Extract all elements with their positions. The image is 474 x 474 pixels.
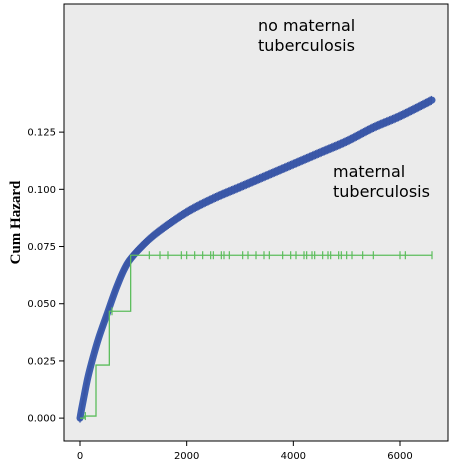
y-axis: 0.000 0.025 0.050 0.075 0.100 0.125 xyxy=(27,128,64,425)
y-tick-label: 0.125 xyxy=(27,128,56,139)
x-axis: 0 2000 4000 6000 xyxy=(77,441,413,462)
plot-area xyxy=(63,3,449,442)
annotation-line: maternal xyxy=(333,162,405,181)
x-tick-label: 6000 xyxy=(387,451,412,462)
series-censor-marks xyxy=(79,95,432,423)
series-layer xyxy=(76,95,436,423)
y-tick-label: 0.050 xyxy=(27,299,56,310)
y-axis-label: Cum Hazard xyxy=(8,180,24,264)
x-tick-label: 4000 xyxy=(281,451,306,462)
annotation-line: no maternal xyxy=(258,16,355,35)
x-tick-label: 2000 xyxy=(174,451,199,462)
series-line xyxy=(80,254,432,419)
series-censor-marks xyxy=(84,251,433,421)
series-no-maternal-tuberculosis xyxy=(76,95,436,423)
annotation-line: tuberculosis xyxy=(258,36,355,55)
x-tick-label: 0 xyxy=(77,451,83,462)
y-tick-label: 0.025 xyxy=(27,356,56,367)
series-maternal-tuberculosis xyxy=(80,251,433,421)
annotations-layer: no maternaltuberculosismaternaltuberculo… xyxy=(258,16,430,201)
y-tick-label: 0.075 xyxy=(27,242,56,253)
y-tick-label: 0.100 xyxy=(27,185,56,196)
annotation-line: tuberculosis xyxy=(333,182,430,201)
y-tick-label: 0.000 xyxy=(27,414,56,425)
